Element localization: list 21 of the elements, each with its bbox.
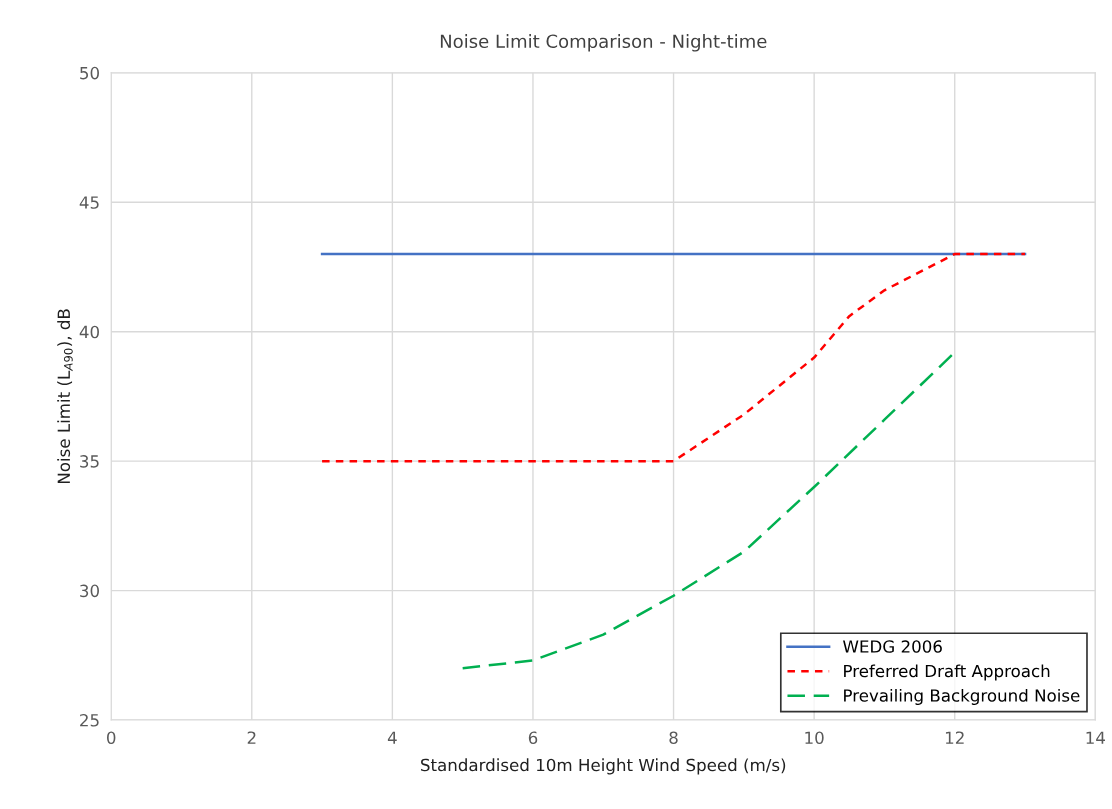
legend-label: Preferred Draft Approach — [844, 664, 1050, 681]
x-tick-label: 2 — [247, 731, 256, 744]
x-tick-label: 12 — [945, 731, 964, 744]
x-tick-label: 4 — [387, 731, 397, 744]
chart-title: Noise Limit Comparison - Night-time — [440, 34, 767, 52]
y-tick-label: 50 — [80, 66, 99, 80]
y-tick-label: 25 — [80, 713, 99, 727]
line-series — [320, 252, 1027, 463]
legend-label: Prevailing Background Noise — [844, 688, 1080, 706]
y-tick-label: 30 — [80, 584, 99, 598]
y-tick-label: 45 — [79, 196, 99, 209]
x-tick-label: 8 — [669, 731, 678, 745]
y-axis-title: Noise Limit (L$_{A90}$), dB — [57, 309, 73, 484]
y-tick-label: 35 — [80, 455, 99, 468]
legend-label: WEDG 2006 — [843, 640, 942, 653]
x-tick-label: 6 — [528, 731, 538, 745]
x-tick-label: 14 — [1086, 731, 1105, 744]
x-tick-label: 10 — [805, 731, 824, 745]
x-axis-title: Standardised 10m Height Wind Speed (m/s) — [421, 758, 786, 775]
y-tick-label: 40 — [79, 325, 99, 339]
x-tick-label: 0 — [107, 731, 116, 745]
